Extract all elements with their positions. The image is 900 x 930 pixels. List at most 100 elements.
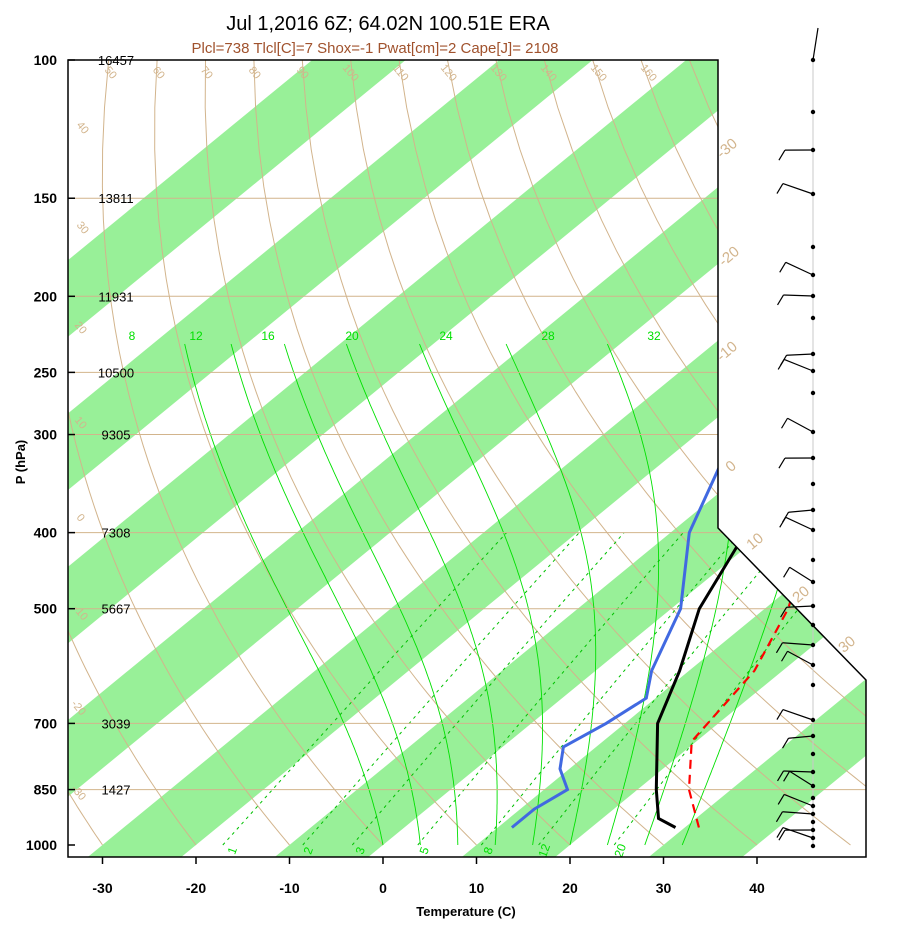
plot-frame [67,59,867,858]
moist-adiabat-line [419,343,543,846]
x-tick-label: -30 [92,880,112,896]
isotherm-band [456,60,866,857]
wind-barb-feather [778,149,786,161]
moist-adiabat-line [184,343,384,846]
moist-adiabat-line [505,343,597,846]
dry-adiabat-label: 120 [438,62,459,84]
wind-barb [782,827,814,839]
isotherm-band [68,60,866,857]
x-tick-label: 10 [469,880,485,896]
y-tick-label: 300 [34,427,58,443]
mixing-ratio-label: 20 [611,842,629,860]
x-tick-label: -20 [186,880,206,896]
moist-adiabat-label: 32 [647,329,661,343]
moist-adiabat-label: 16 [261,329,275,343]
wind-barb-feather [777,770,785,782]
height-label: 13811 [98,191,133,206]
wind-barb-feather [778,829,786,841]
wind-barb-station [810,315,816,321]
isotherm-band-label: -20 [715,243,743,270]
wind-barb [786,605,814,608]
y-tick-label: 250 [34,364,58,380]
isotherm-band-label: 20 [789,583,813,607]
wind-barb-feather [777,294,785,306]
chart-subtitle: Plcl=738 Tlcl[C]=7 Shox=-1 Pwat[cm]=2 Ca… [191,40,558,57]
dry-adiabat-label: 40 [74,120,91,137]
dry-adiabat-label: 80 [246,65,263,82]
mixing-ratio-label: 3 [353,845,369,856]
y-tick-label: 1000 [26,837,57,853]
x-tick-label: 30 [656,880,672,896]
moist-adiabat-line [345,343,498,846]
wind-barb-feather [776,183,784,194]
wind-barb [783,358,814,372]
moist-adiabat-label: 24 [439,329,453,343]
y-axis-label: P (hPa) [13,440,28,485]
wind-barb-feather [781,650,789,662]
wind-barb-station [810,843,816,849]
height-label: 3039 [102,716,131,731]
dry-adiabat-label: 60 [150,65,167,82]
wind-barb [783,294,814,297]
wind-barb [785,261,814,276]
wind-barb-feather [776,827,784,838]
wind-barb-station [810,751,816,757]
wind-barb-feather [779,517,787,528]
wind-barb [785,516,814,531]
isotherm-band [68,60,806,857]
moist-adiabat-label: 12 [189,329,203,343]
wind-barb [812,27,819,61]
x-tick-label: -10 [279,880,299,896]
mixing-ratio-label: 5 [417,845,433,856]
wind-barb-feather [777,794,785,805]
y-tick-label: 850 [34,782,58,798]
dry-adiabat-label: 0 [74,512,87,524]
height-label: 7308 [102,526,131,541]
wind-barb-feather [778,457,786,469]
isotherm-band-label: 10 [743,530,767,554]
x-tick-label: 20 [562,880,578,896]
x-tick-label: 0 [379,880,387,896]
dry-adiabat-label: 70 [198,65,215,82]
y-tick-label: 700 [34,715,58,731]
wind-barb-feather [783,770,791,782]
wind-barb-feather [780,606,788,618]
wind-barb [782,642,814,646]
isotherm-band [68,60,619,857]
wind-barb-feather [775,811,783,823]
wind-barb-station [810,622,816,628]
wind-barb [788,735,814,739]
x-axis-label: Temperature (C) [416,904,515,919]
wind-barb-station [810,481,816,487]
moist-adiabat-label: 28 [541,329,555,343]
mixing-ratio-label: 12 [535,842,553,860]
wind-barb [789,770,814,787]
wind-barb [788,509,814,513]
x-tick-label: 40 [749,880,765,896]
wind-barb-station [810,819,816,825]
isotherm-bands [68,60,866,857]
height-label: 5667 [102,602,131,617]
wind-barb [787,417,814,433]
wind-barb-station [810,109,816,115]
moist-adiabat-label: 20 [345,329,359,343]
dry-adiabat-label: 30 [74,220,91,237]
wind-barb-feather [777,359,785,370]
wind-barb-station [810,390,816,396]
y-tick-label: 500 [34,601,58,617]
wind-barb-feather [782,737,790,749]
mixing-ratio-label: 8 [481,845,497,856]
wind-barb [782,811,814,815]
wind-barb [783,793,814,807]
y-tick-label: 200 [34,288,58,304]
moist-adiabat-line [606,343,660,846]
y-tick-label: 400 [34,525,58,541]
wind-barb-station [810,682,816,688]
wind-barb [782,709,814,721]
wind-barb-station [810,795,816,801]
height-label: 1427 [102,783,131,798]
wind-barb-feather [781,417,789,429]
parcel-line [687,335,866,828]
wind-barb [783,770,814,773]
wind-barb-feather [776,709,784,720]
